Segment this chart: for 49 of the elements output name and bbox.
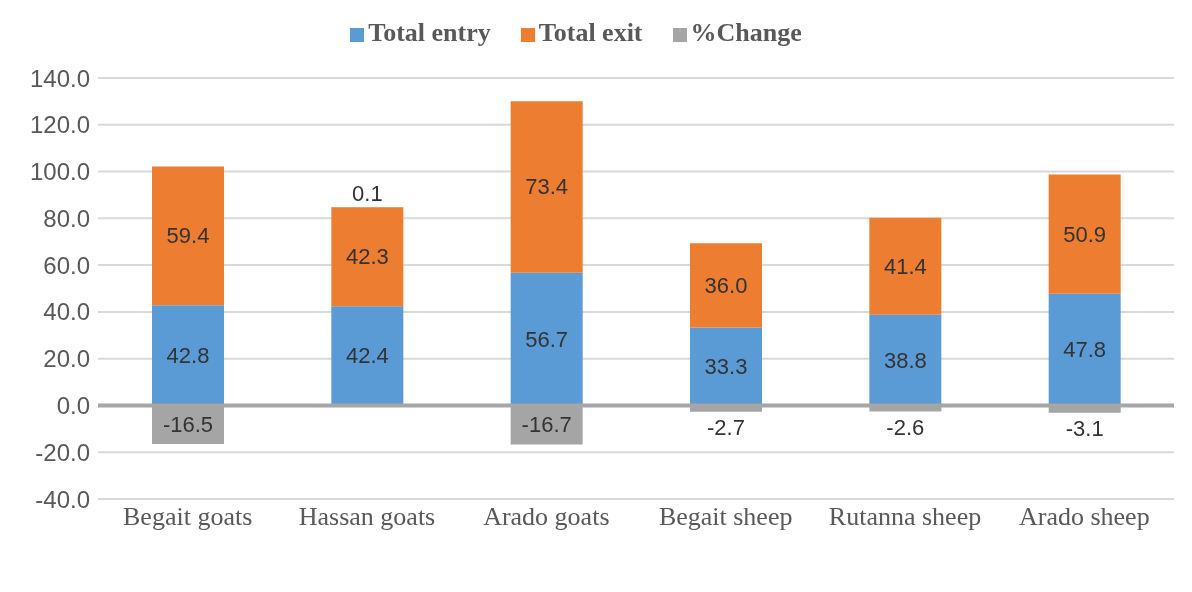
data-label: 33.3 bbox=[704, 354, 748, 379]
data-label: 41.4 bbox=[883, 253, 927, 279]
y-tick-label: 20.0 bbox=[43, 345, 90, 373]
bar bbox=[690, 243, 762, 328]
x-tick-label: Arado goats bbox=[483, 502, 610, 532]
y-tick-label: -40.0 bbox=[35, 485, 90, 513]
data-label: 42.8 bbox=[166, 342, 210, 368]
y-tick-label: 140.0 bbox=[29, 64, 90, 92]
data-label: 59.4 bbox=[166, 223, 210, 249]
bar bbox=[331, 306, 404, 406]
y-tick-label: 120.0 bbox=[29, 111, 90, 139]
x-tick-label: Arado sheep bbox=[1018, 502, 1150, 532]
data-label: 42.4 bbox=[345, 343, 389, 369]
data-label: -16.5 bbox=[162, 412, 214, 438]
data-label: -2.6 bbox=[886, 415, 925, 441]
bar bbox=[690, 327, 762, 406]
y-tick-label: 40.0 bbox=[43, 298, 90, 326]
legend-label: Total entry bbox=[368, 18, 491, 47]
bar bbox=[510, 101, 583, 273]
bar bbox=[510, 272, 583, 406]
data-label: 36.0 bbox=[704, 272, 748, 298]
bar bbox=[152, 166, 224, 306]
legend-label: Total exit bbox=[538, 18, 643, 47]
x-tick-label: Hassan goats bbox=[298, 502, 436, 532]
bar bbox=[1048, 293, 1121, 406]
bar bbox=[331, 207, 404, 307]
legend-label: %Change bbox=[690, 18, 802, 47]
x-tick-label: Begait goats bbox=[123, 502, 253, 532]
bar bbox=[152, 305, 224, 406]
data-label: -3.1 bbox=[1065, 416, 1104, 442]
y-tick-label: 0.0 bbox=[56, 391, 90, 419]
data-label: 0.1 bbox=[352, 180, 383, 206]
data-label: 56.7 bbox=[525, 326, 569, 352]
y-tick-label: 80.0 bbox=[43, 204, 90, 232]
y-tick-label: 60.0 bbox=[43, 251, 90, 279]
data-label: 73.4 bbox=[525, 174, 569, 200]
data-label: -16.7 bbox=[521, 412, 572, 438]
x-tick-label: Rutanna sheep bbox=[828, 502, 982, 532]
bar bbox=[869, 217, 942, 315]
y-tick-label: 100.0 bbox=[29, 158, 90, 186]
data-label: 42.3 bbox=[345, 244, 389, 270]
y-tick-label: -20.0 bbox=[35, 438, 90, 466]
data-label: -2.7 bbox=[707, 415, 745, 441]
bar bbox=[1048, 174, 1121, 294]
data-label: 38.8 bbox=[883, 347, 927, 373]
x-tick-label: Begait sheep bbox=[658, 502, 793, 532]
data-label: 47.8 bbox=[1063, 337, 1107, 363]
bar bbox=[869, 314, 942, 406]
data-label: 50.9 bbox=[1063, 221, 1107, 247]
